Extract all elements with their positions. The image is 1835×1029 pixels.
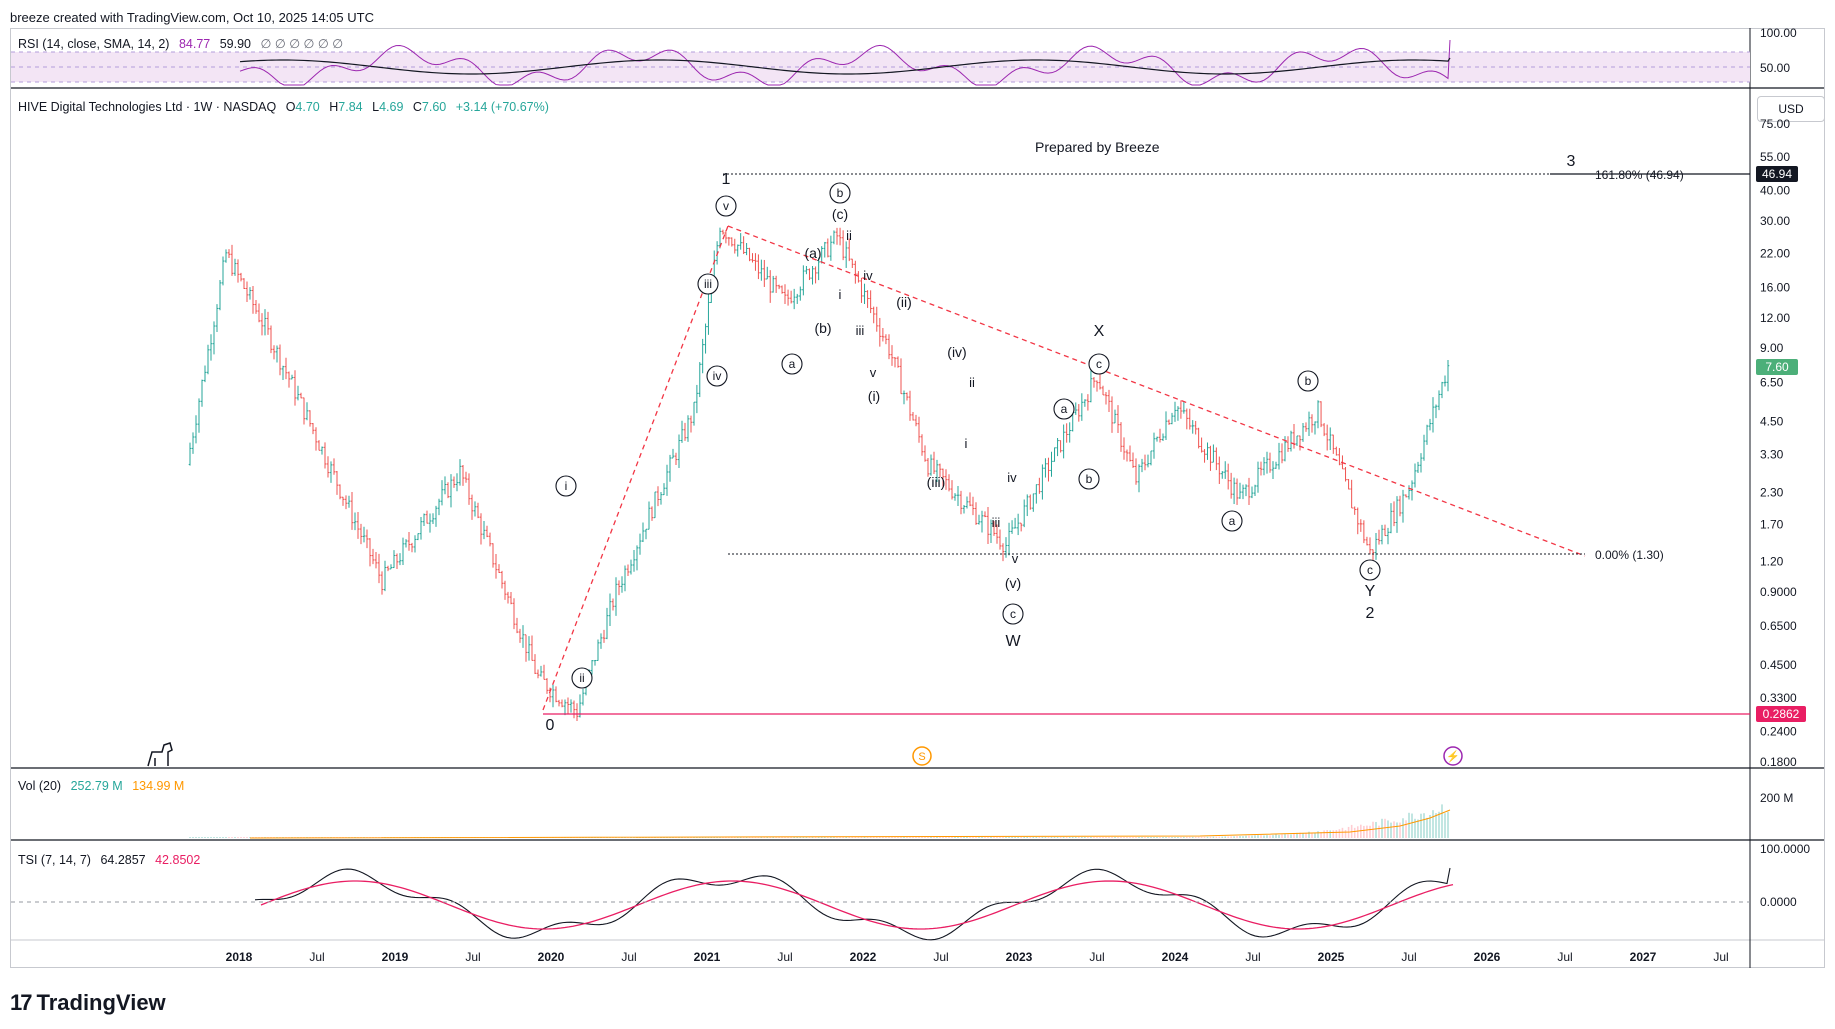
tsi-signal-value: 42.8502 xyxy=(155,853,201,867)
rsi-placeholders: ∅ ∅ ∅ ∅ ∅ ∅ xyxy=(260,37,344,51)
tradingview-logo[interactable]: 17 TradingView xyxy=(10,990,166,1016)
chart-frame xyxy=(10,28,1825,968)
tsi-value: 64.2857 xyxy=(100,853,146,867)
low-value: 4.69 xyxy=(379,100,404,114)
rsi-title: RSI (14, close, SMA, 14, 2) xyxy=(18,37,170,51)
rsi-value: 84.77 xyxy=(178,37,211,51)
open-value: 4.70 xyxy=(295,100,320,114)
tradingview-logo-text: TradingView xyxy=(36,990,166,1015)
high-value: 7.84 xyxy=(338,100,363,114)
author-line: breeze created with TradingView.com, Oct… xyxy=(10,10,374,25)
volume-ma-value: 134.99 M xyxy=(132,779,185,793)
low-label: L xyxy=(372,100,380,114)
symbol-line: HIVE Digital Technologies Ltd · 1W · NAS… xyxy=(18,100,277,114)
rsi-sma-value: 59.90 xyxy=(219,37,251,51)
close-value: 7.60 xyxy=(421,100,447,114)
currency-button[interactable]: USD xyxy=(1757,96,1825,122)
symbol-legend[interactable]: HIVE Digital Technologies Ltd · 1W · NAS… xyxy=(18,100,549,114)
tsi-title: TSI (7, 14, 7) xyxy=(18,853,91,867)
high-label: H xyxy=(329,100,339,114)
volume-legend[interactable]: Vol (20) 252.79 M 134.99 M xyxy=(18,779,184,793)
tradingview-mark-icon: 17 xyxy=(10,990,33,1015)
rsi-legend[interactable]: RSI (14, close, SMA, 14, 2) 84.77 59.90 … xyxy=(18,36,343,51)
volume-value: 252.79 M xyxy=(70,779,123,793)
change-value: +3.14 (+70.67%) xyxy=(455,100,549,114)
open-label: O xyxy=(285,100,296,114)
volume-title: Vol (20) xyxy=(18,779,62,793)
close-label: C xyxy=(412,100,422,114)
tsi-legend[interactable]: TSI (7, 14, 7) 64.2857 42.8502 xyxy=(18,853,200,867)
